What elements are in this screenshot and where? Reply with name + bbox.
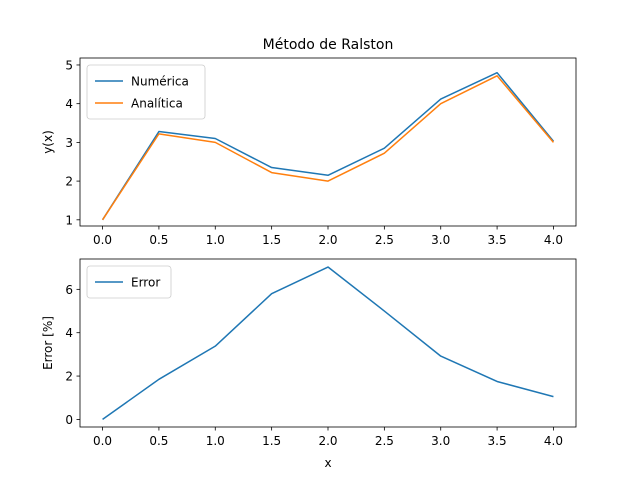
legend-label: Error xyxy=(131,276,160,290)
x-tick-label: 1.5 xyxy=(262,233,281,247)
x-tick-label: 4.0 xyxy=(544,233,563,247)
bottom-chart-panel: 0.0 0.5 1.0 1.5 2.0 2.5 3.0 3.5 4.0 0 2 4 6 Error [%]… xyxy=(41,258,577,470)
x-tick-label: 2.5 xyxy=(375,233,394,247)
y-tick-label: 4 xyxy=(65,326,73,340)
x-tick-label: 1.0 xyxy=(206,434,225,448)
x-tick-label: 0.0 xyxy=(93,434,112,448)
legend-box xyxy=(86,265,172,299)
x-tick-label: 2.0 xyxy=(318,233,337,247)
x-tick-label: 0.5 xyxy=(149,434,168,448)
chart-title: Método de Ralston xyxy=(263,37,394,53)
x-tick-label: 3.0 xyxy=(431,434,450,448)
x-tick-label: 3.5 xyxy=(488,434,507,448)
x-tick-label: 4.0 xyxy=(544,434,563,448)
y-tick-label: 1 xyxy=(65,213,73,227)
x-tick-label: 1.5 xyxy=(262,434,281,448)
y-tick-label: 6 xyxy=(65,283,73,297)
x-tick-label: 3.5 xyxy=(488,233,507,247)
y-tick-label: 3 xyxy=(65,136,73,150)
y-tick-label: 2 xyxy=(65,175,73,189)
x-tick-label: 2.0 xyxy=(318,434,337,448)
y-tick-label: 2 xyxy=(65,370,73,384)
legend-label: Analítica xyxy=(131,97,183,111)
y-axis-label: y(x) xyxy=(41,130,55,154)
x-tick-label: 3.0 xyxy=(431,233,450,247)
legend-label: Numérica xyxy=(131,75,189,89)
top-chart-panel: Método de Ralston 0.0 0.5 1.0 1.5 2.0 2.5 3.0 3.… xyxy=(41,37,577,247)
x-tick-label: 0.5 xyxy=(149,233,168,247)
x-tick-label: 2.5 xyxy=(375,434,394,448)
y-tick-label: 4 xyxy=(65,97,73,111)
legend-box xyxy=(86,64,206,120)
x-tick-label: 1.0 xyxy=(206,233,225,247)
y-axis-label: Error [%] xyxy=(41,316,55,370)
y-tick-label: 0 xyxy=(65,413,73,427)
y-tick-label: 5 xyxy=(65,58,73,72)
x-axis-label: x xyxy=(324,456,331,470)
x-tick-label: 0.0 xyxy=(93,233,112,247)
